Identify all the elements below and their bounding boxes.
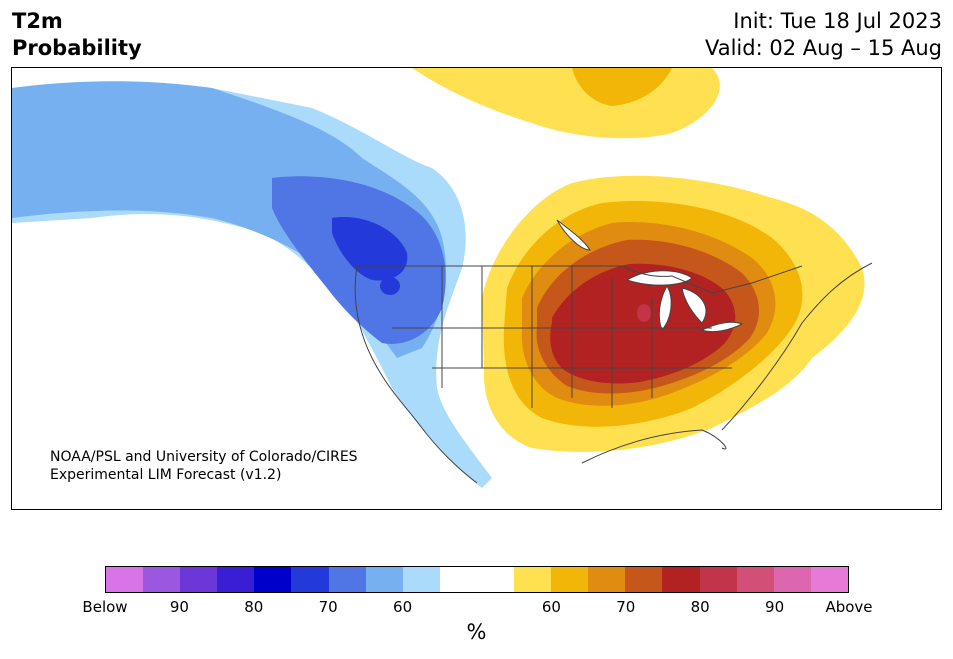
colorbar-segment (291, 567, 329, 592)
below-75-spot (380, 277, 400, 295)
probability-map (12, 68, 873, 488)
credit-line1: NOAA/PSL and University of Colorado/CIRE… (50, 449, 358, 465)
lake-huron (681, 287, 707, 324)
coastline-west (354, 265, 478, 484)
below-normal-region (12, 81, 492, 488)
colorbar-ticks: Below 90 80 70 60 60 70 80 90 Above (82, 598, 872, 618)
colorbar-tick-label: 80 (690, 598, 710, 616)
colorbar-segment (810, 567, 848, 592)
arctic-above-65 (572, 68, 672, 106)
colorbar-segment (439, 567, 477, 592)
credit-text: NOAA/PSL and University of Colorado/CIRE… (50, 448, 358, 484)
arctic-above-band (412, 68, 720, 139)
colorbar-tick-label: Below (82, 598, 128, 616)
colorbar-segment (662, 567, 700, 592)
colorbar-segment (588, 567, 626, 592)
title-line1: T2m (12, 9, 63, 33)
colorbar-segment (773, 567, 811, 592)
map-title: T2m Probability (12, 8, 142, 62)
title-line2: Probability (12, 36, 142, 60)
colorbar-segment (254, 567, 292, 592)
colorbar-segment (514, 567, 552, 592)
lake-winnipeg (556, 219, 591, 251)
lake-michigan (658, 284, 672, 331)
colorbar-unit: % (466, 620, 487, 644)
colorbar-tick-label: 80 (244, 598, 264, 616)
above-normal-region (482, 175, 865, 452)
colorbar-tick-label: 70 (318, 598, 338, 616)
colorbar-tick-label: 60 (393, 598, 413, 616)
colorbar-segment (106, 567, 144, 592)
colorbar (105, 566, 849, 593)
below-75-band (332, 217, 408, 281)
coastline-east (721, 262, 873, 431)
colorbar-segment (402, 567, 440, 592)
map-panel: NOAA/PSL and University of Colorado/CIRE… (11, 67, 942, 510)
lake-erie (700, 321, 744, 333)
colorbar-tick-label: 70 (616, 598, 636, 616)
colorbar-segment (625, 567, 663, 592)
colorbar-segment (736, 567, 774, 592)
colorbar-segment (365, 567, 403, 592)
colorbar-segment (143, 567, 181, 592)
below-65-band (12, 81, 446, 358)
us-canada-border (357, 265, 803, 294)
colorbar-tick-label: Above (825, 598, 873, 616)
above-85-spot (637, 304, 651, 322)
colorbar-tick-label: 60 (541, 598, 561, 616)
colorbar-tick-label: 90 (765, 598, 785, 616)
colorbar-segment (328, 567, 366, 592)
valid-dates: Valid: 02 Aug – 15 Aug (704, 36, 942, 60)
colorbar-segment (551, 567, 589, 592)
credit-line2: Experimental LIM Forecast (v1.2) (50, 467, 282, 483)
state-lines (392, 266, 732, 408)
colorbar-segment (180, 567, 218, 592)
colorbar-tick-label: 90 (169, 598, 189, 616)
colorbar-segment (699, 567, 737, 592)
init-date: Init: Tue 18 Jul 2023 (733, 9, 942, 33)
forecast-dates: Init: Tue 18 Jul 2023 Valid: 02 Aug – 15… (705, 8, 942, 62)
boundaries (354, 262, 873, 484)
colorbar-segment (476, 567, 515, 592)
colorbar-segment (217, 567, 255, 592)
coastline-gulf (581, 429, 727, 464)
